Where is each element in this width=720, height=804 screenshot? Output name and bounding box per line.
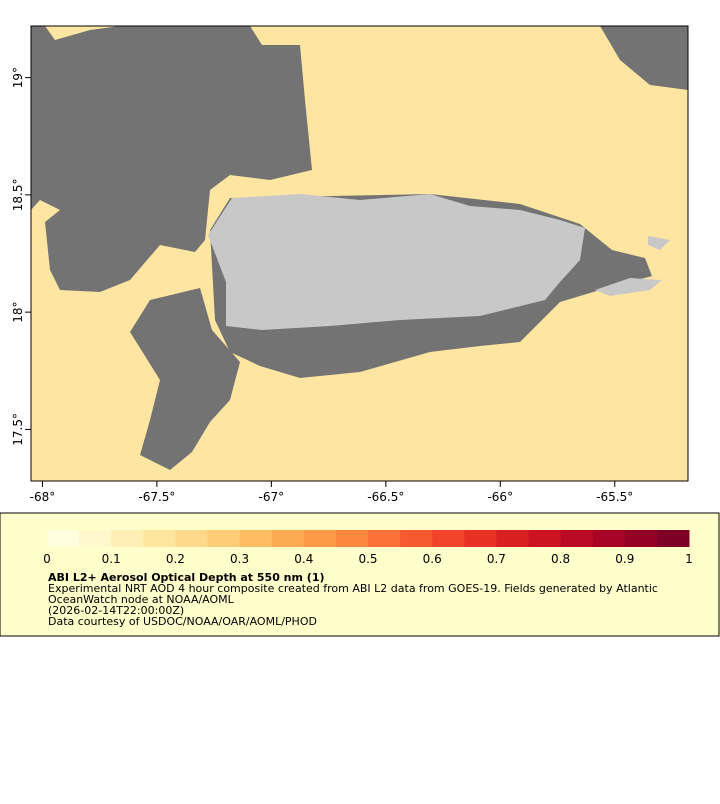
axes: -68° -67.5° -67° -66.5° -66° -65.5° 19° 18.5° 18… bbox=[11, 67, 633, 504]
colorbar-segment bbox=[464, 530, 497, 547]
colorbar-segment bbox=[624, 530, 658, 547]
colorbar-tick-label: 0.2 bbox=[166, 552, 185, 566]
colorbar-segment bbox=[79, 530, 112, 547]
colorbar-segment bbox=[368, 530, 401, 547]
no-data-region bbox=[130, 288, 240, 470]
colorbar-segment bbox=[175, 530, 208, 547]
colorbar-segment bbox=[432, 530, 465, 547]
colorbar-segment bbox=[303, 530, 337, 547]
colorbar-segment bbox=[400, 530, 433, 547]
x-tick-label: -67° bbox=[259, 490, 285, 504]
colorbar-segment bbox=[47, 530, 80, 547]
colorbar-tick-label: 0.9 bbox=[615, 552, 634, 566]
colorbar-tick-label: 0.1 bbox=[102, 552, 121, 566]
x-tick-label: -65.5° bbox=[596, 490, 633, 504]
x-tick-label: -68° bbox=[30, 490, 56, 504]
colorbar-segment bbox=[271, 530, 305, 547]
colorbar-segment bbox=[239, 530, 273, 547]
colorbar-segment bbox=[496, 530, 529, 547]
no-data-region bbox=[31, 26, 312, 292]
colorbar-tick-label: 0.3 bbox=[230, 552, 249, 566]
colorbar-segment bbox=[592, 530, 626, 547]
colorbar-segment bbox=[656, 530, 690, 547]
colorbar-segment bbox=[335, 530, 369, 547]
legend-line: Data courtesy of USDOC/NOAA/OAR/AOML/PHO… bbox=[48, 615, 317, 628]
legend-title: ABI L2+ Aerosol Optical Depth at 550 nm … bbox=[48, 571, 325, 584]
y-tick-label: 19° bbox=[11, 67, 25, 88]
colorbar-segment bbox=[528, 530, 562, 547]
x-tick-label: -66.5° bbox=[367, 490, 404, 504]
legend-line: Experimental NRT AOD 4 hour composite cr… bbox=[48, 582, 658, 595]
colorbar-segment bbox=[560, 530, 594, 547]
colorbar-tick-label: 0.8 bbox=[551, 552, 570, 566]
colorbar: 0 0.1 0.2 0.3 0.4 0.5 0.6 0.7 0.8 0.9 1 bbox=[43, 530, 693, 566]
no-data-region bbox=[600, 26, 688, 90]
legend-line: (2026-02-14T22:00:00Z) bbox=[48, 604, 184, 617]
colorbar-tick-label: 1 bbox=[685, 552, 693, 566]
colorbar-segment bbox=[111, 530, 144, 547]
y-tick-label: 18.5° bbox=[11, 179, 25, 212]
legend-line: OceanWatch node at NOAA/AOML bbox=[48, 593, 235, 606]
y-tick-label: 17.5° bbox=[11, 413, 25, 446]
y-tick-label: 18° bbox=[11, 301, 25, 322]
colorbar-tick-label: 0.5 bbox=[358, 552, 377, 566]
map-frame bbox=[30, 25, 689, 482]
x-tick-label: -66° bbox=[487, 490, 513, 504]
island bbox=[648, 236, 670, 250]
colorbar-segment bbox=[207, 530, 241, 547]
colorbar-tick-label: 0.7 bbox=[487, 552, 506, 566]
colorbar-tick-label: 0 bbox=[43, 552, 51, 566]
island bbox=[595, 278, 662, 296]
x-tick-label: -67.5° bbox=[138, 490, 175, 504]
colorbar-tick-label: 0.4 bbox=[294, 552, 313, 566]
land bbox=[208, 194, 670, 330]
colorbar-segment bbox=[143, 530, 176, 547]
colorbar-tick-label: 0.6 bbox=[423, 552, 442, 566]
island bbox=[208, 194, 585, 330]
